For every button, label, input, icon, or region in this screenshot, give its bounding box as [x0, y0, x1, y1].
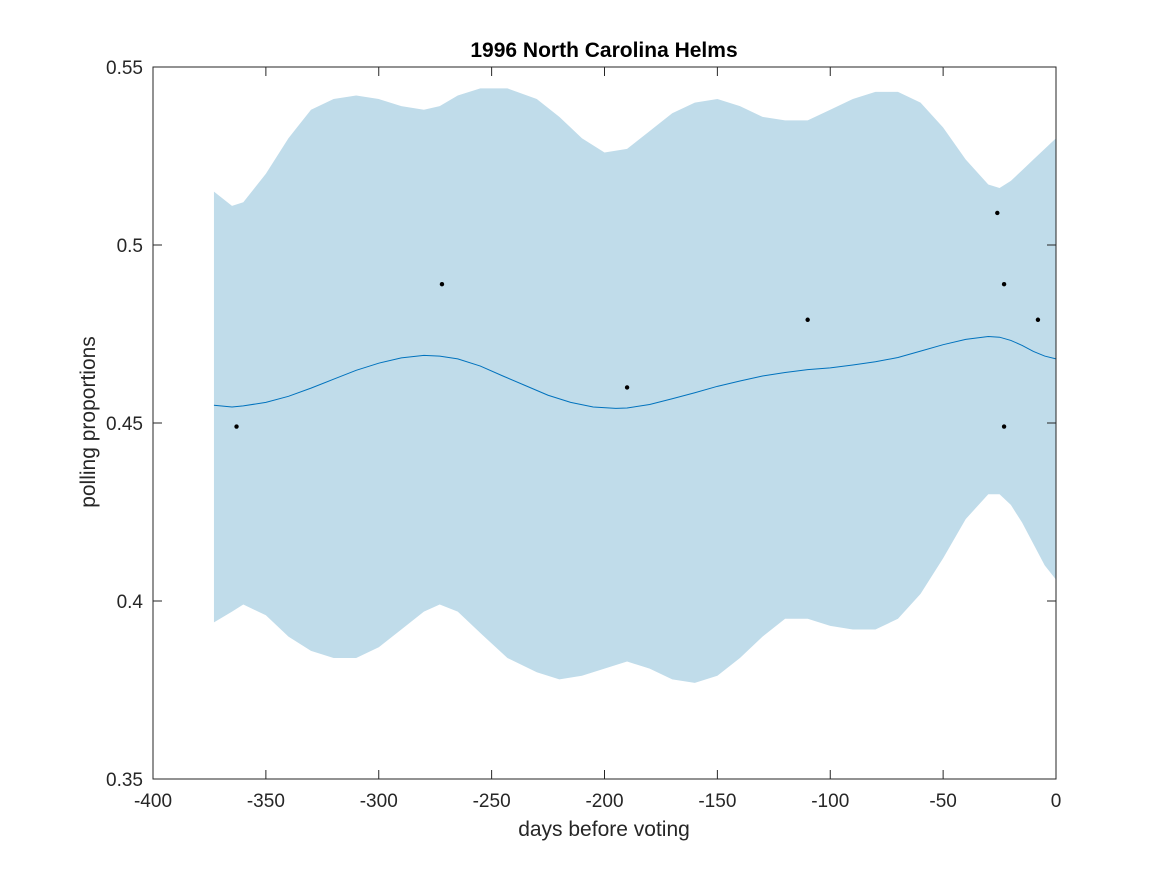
- y-axis: 0.35 0.4 0.45 0.5 0.55: [106, 58, 1056, 791]
- poll-point: [1035, 317, 1041, 322]
- chart-title: 1996 North Carolina Helms: [470, 39, 737, 62]
- x-tick-label: -400: [134, 791, 172, 812]
- x-tick-label: -200: [585, 791, 623, 812]
- y-axis-label: polling proportions: [77, 336, 100, 508]
- poll-points: [234, 210, 1041, 429]
- poll-point: [1001, 281, 1007, 287]
- y-tick-label: 0.4: [117, 592, 144, 613]
- y-tick-label: 0.55: [106, 58, 143, 79]
- y-tick-label: 0.5: [117, 236, 143, 257]
- x-axis-label: days before voting: [518, 818, 690, 841]
- poll-point: [624, 385, 630, 390]
- poll-point: [1001, 424, 1007, 429]
- poll-point: [439, 281, 445, 287]
- x-tick-label: -150: [698, 791, 736, 812]
- poll-point: [995, 210, 1000, 216]
- x-tick-label: -50: [929, 791, 956, 812]
- y-tick-label: 0.35: [106, 770, 143, 791]
- x-tick-label: -100: [811, 791, 849, 812]
- confidence-band: [213, 88, 1056, 683]
- poll-point: [805, 317, 810, 322]
- y-tick-label: 0.45: [106, 414, 143, 435]
- poll-point: [234, 424, 239, 429]
- x-tick-label: -350: [247, 791, 285, 812]
- plot-area: [213, 88, 1057, 683]
- x-tick-label: 0: [1051, 791, 1062, 812]
- x-axis: -400 -350 -300 -250 -200 -150 -100 -50 0: [134, 67, 1061, 812]
- mean-trend-line: [213, 335, 1057, 409]
- x-tick-label: -250: [473, 791, 511, 812]
- x-tick-label: -300: [360, 791, 398, 812]
